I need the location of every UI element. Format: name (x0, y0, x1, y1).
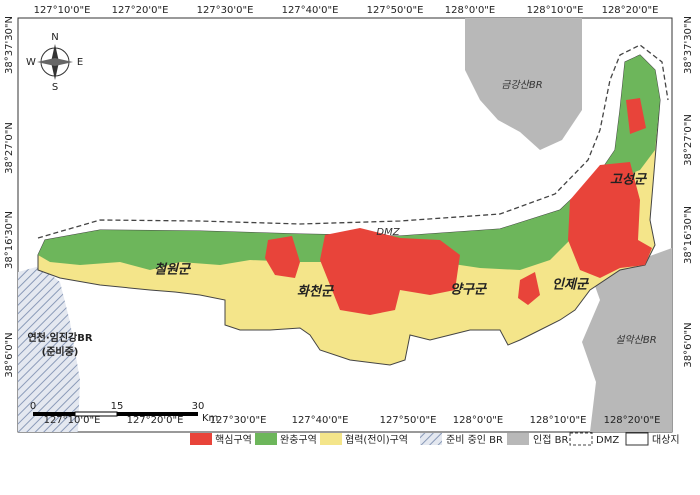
county-label: 화천군 (297, 284, 335, 300)
map-labels: 금강산BR 설악산BR 연천·임진강BR (준비중) 철원군 화천군 양구군 인… (27, 79, 656, 358)
longitude-label: 127°50'0"E (367, 5, 424, 16)
longitude-label: 127°50'0"E (380, 415, 437, 426)
longitude-label: 127°30'0"E (197, 5, 254, 16)
legend-label: 협력(전이)구역 (345, 433, 408, 446)
compass-letter: S (52, 82, 58, 93)
buffer-zone (38, 55, 660, 270)
longitude-label: 127°40'0"E (292, 415, 349, 426)
compass-letter: N (51, 32, 58, 43)
latitude-label: 38°16'30"N (4, 211, 15, 269)
longitude-label: 127°10'0"E (44, 415, 101, 426)
longitude-label: 127°30'0"E (210, 415, 267, 426)
latitude-label: 38°37'30"N (683, 16, 694, 74)
scale-label: 30 (192, 401, 205, 412)
county-label: 양구군 (450, 282, 488, 298)
county-label: 인제군 (552, 277, 590, 293)
legend-label: DMZ (596, 435, 619, 446)
legend-label: 핵심구역 (215, 434, 252, 446)
longitude-label: 128°0'0"E (453, 415, 503, 426)
longitude-label: 127°10'0"E (34, 5, 91, 16)
core-zone (265, 236, 300, 278)
latitude-label: 38°37'30"N (4, 16, 15, 74)
core-zone (518, 272, 540, 305)
longitude-label: 128°20'0"E (604, 415, 661, 426)
dmz-label: DMZ (376, 227, 400, 238)
compass: N S E W (26, 32, 83, 93)
latitude-label: 38°16'30"N (683, 206, 694, 264)
core-zone (626, 98, 646, 134)
county-label: 고성군 (610, 172, 648, 188)
latitude-label: 38°27'0"N (683, 114, 694, 166)
region-label: 설악산BR (615, 334, 656, 346)
scale-label: 15 (111, 401, 124, 412)
longitude-label: 128°10'0"E (527, 5, 584, 16)
reserve-in-preparation (18, 266, 80, 432)
latitude-label: 38°27'0"N (4, 122, 15, 174)
dmz-line (37, 44, 669, 239)
legend-label: 대상지 (652, 434, 680, 446)
scale-bar: 0 15 30 Km (30, 401, 219, 424)
latitude-label: 38°6'0"N (4, 332, 15, 377)
adjacent-br-area (582, 248, 672, 432)
legend-label: 준비 중인 BR (446, 434, 503, 446)
scale-label: Km (202, 413, 218, 424)
county-label: 철원군 (154, 262, 192, 278)
latitude-label: 38°6'0"N (683, 322, 694, 367)
scale-label: 0 (30, 401, 36, 412)
longitude-label: 128°0'0"E (445, 5, 495, 16)
compass-letter: E (77, 57, 83, 68)
region-label: 연천·임진강BR (27, 331, 92, 344)
core-zone (568, 162, 652, 278)
compass-letter: W (26, 57, 36, 68)
region-label: (준비중) (42, 345, 79, 358)
legend (190, 432, 649, 446)
longitude-label: 127°20'0"E (112, 5, 169, 16)
adjacent-br-area (465, 18, 582, 150)
legend-label: 인접 BR (533, 434, 568, 446)
longitude-label: 127°40'0"E (282, 5, 339, 16)
core-zone (320, 228, 460, 315)
region-label: 금강산BR (501, 79, 542, 91)
legend-label: 완충구역 (280, 434, 317, 446)
longitude-label: 128°20'0"E (602, 5, 659, 16)
longitude-label: 128°10'0"E (530, 415, 587, 426)
longitude-label: 127°20'0"E (127, 415, 184, 426)
